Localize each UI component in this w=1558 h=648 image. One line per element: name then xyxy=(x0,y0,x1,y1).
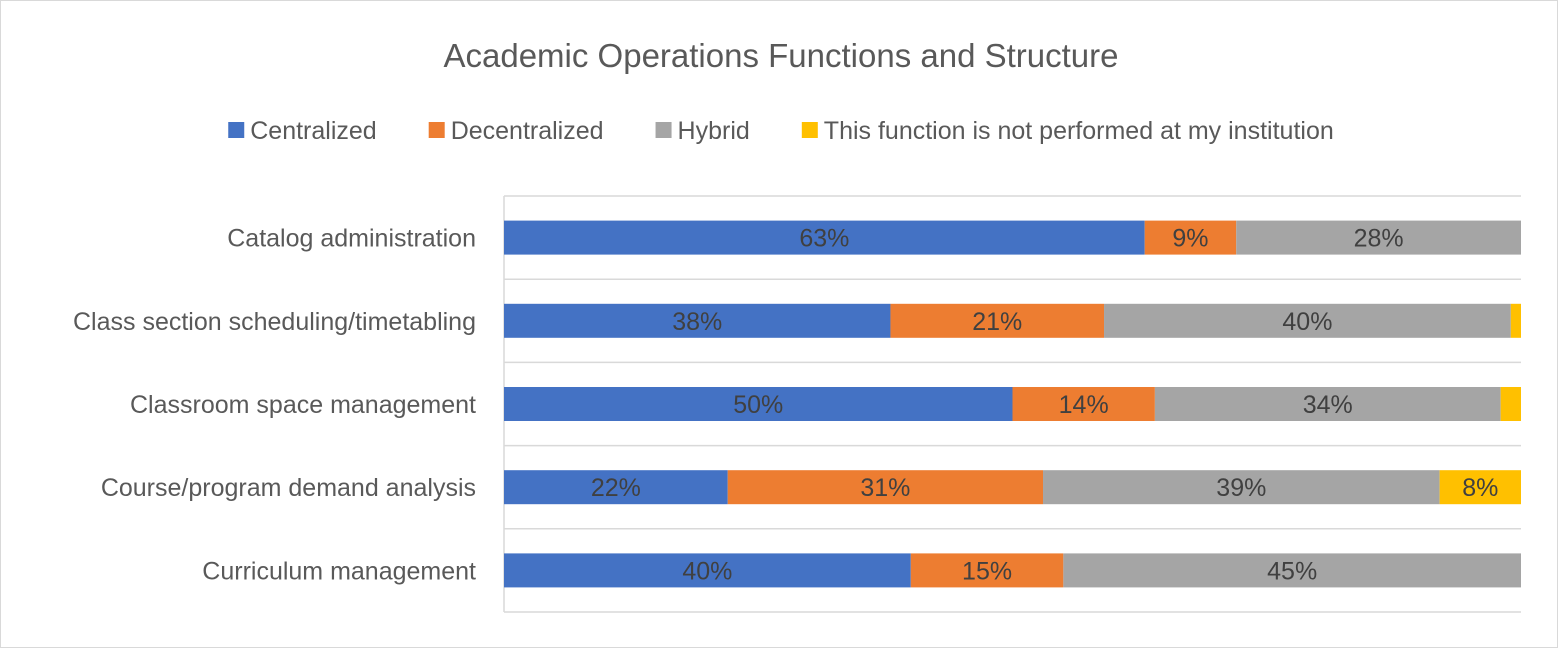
bar-this-function-is-not-performed-at-my-institution-classroom-space-management xyxy=(1500,387,1521,421)
legend: Centralized Decentralized Hybrid This funct… xyxy=(228,117,1334,145)
legend-swatch xyxy=(801,122,818,138)
bar-centralized-class-section-scheduling-timetabling xyxy=(504,303,891,338)
bar-hybrid-class-section-scheduling-timetabling xyxy=(1104,303,1511,338)
bar-decentralized-course-program-demand-analysis xyxy=(727,470,1044,505)
bar-decentralized-curriculum-management xyxy=(910,553,1064,588)
legend-label: Decentralized xyxy=(451,117,604,145)
category-label-class-section-scheduling-timetabling: Class section scheduling/timetabling xyxy=(73,308,476,336)
data-label-decentralized-classroom-space-management: 14% xyxy=(1059,391,1109,419)
bar-hybrid-catalog-administration xyxy=(1236,220,1521,255)
legend-swatch xyxy=(228,122,245,138)
bar-centralized-catalog-administration xyxy=(504,220,1145,255)
data-label-centralized-class-section-scheduling-timetabling: 38% xyxy=(672,308,722,336)
data-label-decentralized-class-section-scheduling-timetabling: 21% xyxy=(972,308,1022,336)
legend-swatch xyxy=(655,122,672,138)
gridlines xyxy=(504,278,1521,613)
data-label-this-function-is-not-performed-at-my-institution-course-program-demand-analysis: 8% xyxy=(1462,474,1498,502)
data-label-centralized-curriculum-management: 40% xyxy=(682,557,732,585)
data-label-hybrid-catalog-administration: 28% xyxy=(1354,225,1404,253)
category-label-classroom-space-management: Classroom space management xyxy=(130,391,476,419)
data-label-centralized-course-program-demand-analysis: 22% xyxy=(591,474,641,502)
data-label-decentralized-course-program-demand-analysis: 31% xyxy=(860,474,910,502)
category-label-course-program-demand-analysis: Course/program demand analysis xyxy=(101,474,476,502)
bar-hybrid-curriculum-management xyxy=(1063,553,1521,588)
bar-hybrid-course-program-demand-analysis xyxy=(1043,470,1440,505)
bar-decentralized-classroom-space-management xyxy=(1012,387,1155,421)
data-label-hybrid-class-section-scheduling-timetabling: 40% xyxy=(1282,308,1332,336)
data-label-hybrid-course-program-demand-analysis: 39% xyxy=(1216,474,1266,502)
bar-centralized-classroom-space-management xyxy=(504,387,1013,421)
data-label-hybrid-curriculum-management: 45% xyxy=(1267,557,1317,585)
bar-decentralized-class-section-scheduling-timetabling xyxy=(890,303,1105,338)
category-label-curriculum-management: Curriculum management xyxy=(202,557,476,585)
data-label-decentralized-catalog-administration: 9% xyxy=(1172,225,1208,253)
bar-centralized-curriculum-management xyxy=(504,553,911,588)
data-label-hybrid-classroom-space-management: 34% xyxy=(1303,391,1353,419)
legend-label: Hybrid xyxy=(678,117,750,145)
legend-item-decentralized: Decentralized xyxy=(428,117,604,145)
bar-decentralized-catalog-administration xyxy=(1144,220,1237,255)
bar-hybrid-classroom-space-management xyxy=(1154,387,1501,421)
bar-this-function-is-not-performed-at-my-institution-course-program-demand-analysis xyxy=(1439,470,1521,505)
bar-centralized-course-program-demand-analysis xyxy=(504,470,728,505)
data-label-centralized-catalog-administration: 63% xyxy=(799,225,849,253)
bar-this-function-is-not-performed-at-my-institution-class-section-scheduling-timetabling xyxy=(1510,303,1521,338)
category-labels: Catalog administration Class section sche… xyxy=(73,225,476,586)
plot-area: 63% 9% 28% 38% 21% 40% 50% 14% 34% 22% 31% 39% 8% 40%… xyxy=(73,195,1521,613)
legend-item-this-function-is-not-performed-at-my-institution: This function is not performed at my ins… xyxy=(801,117,1334,145)
chart-title: Academic Operations Functions and Struct… xyxy=(443,37,1118,74)
legend-label: This function is not performed at my ins… xyxy=(824,117,1334,145)
bars: 63% 9% 28% 38% 21% 40% 50% 14% 34% 22% 31% 39% 8% 40%… xyxy=(504,220,1521,588)
data-label-centralized-classroom-space-management: 50% xyxy=(733,391,783,419)
category-label-catalog-administration: Catalog administration xyxy=(227,225,476,253)
legend-label: Centralized xyxy=(250,117,376,145)
legend-swatch xyxy=(428,122,445,138)
data-label-decentralized-curriculum-management: 15% xyxy=(962,557,1012,585)
legend-item-hybrid: Hybrid xyxy=(655,117,750,145)
legend-item-centralized: Centralized xyxy=(228,117,377,145)
